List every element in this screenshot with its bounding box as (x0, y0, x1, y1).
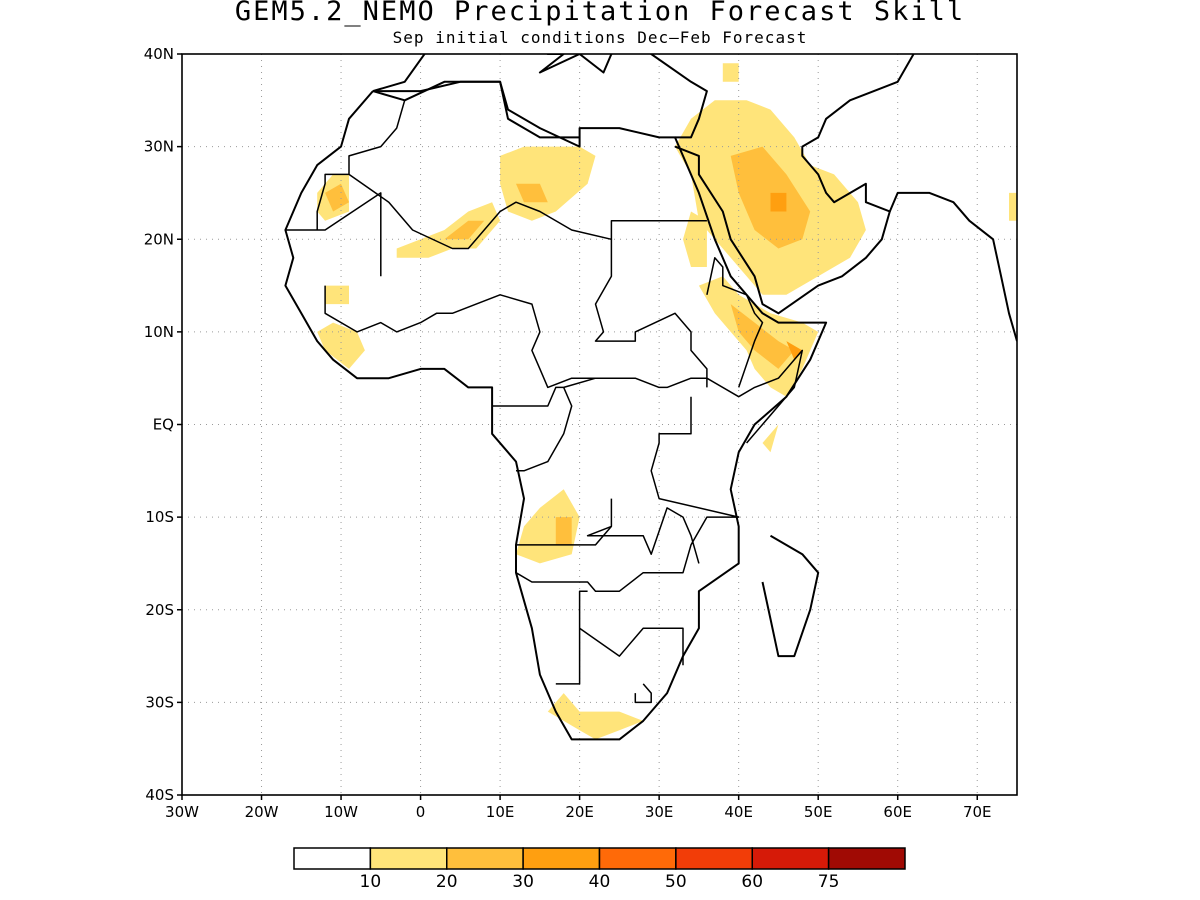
skill-region-18 (762, 424, 779, 453)
border-12 (586, 498, 700, 564)
lon-tick-label: 20W (245, 803, 279, 821)
skill-region-4 (500, 146, 596, 221)
lon-tick-label: 0 (416, 803, 426, 821)
border-10 (579, 627, 684, 666)
lon-tick-label: 40E (724, 803, 753, 821)
border-0 (348, 100, 406, 175)
colorbar-label: 30 (512, 872, 534, 892)
skill-region-5 (516, 183, 548, 203)
skill-region-20 (722, 63, 739, 82)
skill-region-16 (547, 693, 644, 740)
colorbar-swatch (369, 847, 448, 870)
skill-region-2 (396, 202, 501, 258)
border-4 (492, 377, 628, 407)
gridlines (182, 54, 1017, 795)
border-1 (316, 173, 707, 250)
skill-region-15 (555, 517, 572, 545)
border-13 (516, 525, 612, 546)
colorbar-label: 75 (818, 872, 840, 892)
lat-tick-label: 40S (145, 786, 174, 804)
lon-tick-label: 10E (486, 803, 515, 821)
border-5 (594, 239, 708, 388)
map-frame (181, 53, 1018, 796)
colorbar-swatch (751, 847, 830, 870)
colorbar-swatch (446, 847, 524, 870)
colorbar-swatch (675, 847, 753, 870)
border-2 (285, 192, 382, 277)
lon-tick-label: 50E (804, 803, 833, 821)
border-8 (515, 396, 740, 592)
lon-tick-label: 10W (324, 803, 358, 821)
skill-shading (317, 63, 1017, 740)
page-subtitle: Sep initial conditions Dec–Feb Forecast (392, 28, 808, 47)
colorbar-label: 10 (360, 872, 382, 892)
page-title: GEM5.2_NEMO Precipitation Forecast Skill (234, 0, 966, 27)
colorbar-swatch (522, 847, 601, 870)
skill-region-12 (317, 322, 365, 369)
colorbar-swatch (598, 847, 677, 870)
skill-region-13 (683, 211, 707, 267)
border-3 (324, 285, 804, 444)
skill-region-10 (730, 304, 795, 369)
border-9 (555, 590, 588, 685)
lat-tick-label: EQ (153, 416, 174, 434)
coastline-4 (761, 534, 820, 658)
colorbar: 10 20 30 40 50 60 75 (293, 847, 906, 892)
coastline-1 (674, 54, 915, 315)
skill-region-8 (770, 192, 787, 212)
skill-region-7 (730, 146, 811, 249)
colorbar-swatch (827, 847, 906, 870)
skill-region-1 (325, 183, 349, 212)
coastline-3 (372, 54, 708, 139)
colorbar-label: 20 (436, 872, 458, 892)
lat-tick-label: 10N (144, 323, 174, 341)
colorbar-label: 40 (589, 872, 611, 892)
lat-tick-label: 40N (144, 45, 174, 63)
skill-region-11 (786, 341, 803, 360)
lat-tick-label: 20N (144, 230, 174, 248)
colorbar-label: 50 (665, 872, 687, 892)
skill-region-19 (1009, 192, 1017, 221)
lat-tick-label: 20S (145, 601, 174, 619)
lat-tick-label: 30N (144, 138, 174, 156)
skill-region-3 (444, 220, 485, 240)
lon-tick-label: 20E (565, 803, 594, 821)
border-7 (516, 387, 573, 472)
lon-tick-label: 30W (165, 803, 199, 821)
country-borders (285, 100, 804, 704)
colorbar-swatch (293, 847, 372, 870)
lon-tick-label: 70E (963, 803, 992, 821)
lon-tick-label: 60E (883, 803, 912, 821)
coastline-0 (284, 80, 828, 741)
lat-tick-label: 30S (145, 693, 174, 711)
skill-region-17 (325, 285, 349, 305)
colorbar-label: 60 (741, 872, 763, 892)
coastlines (284, 54, 1017, 741)
border-6 (706, 257, 764, 388)
lon-tick-label: 30E (645, 803, 674, 821)
lat-tick-label: 10S (145, 508, 174, 526)
coastline-2 (888, 191, 1017, 342)
border-11 (634, 683, 652, 704)
